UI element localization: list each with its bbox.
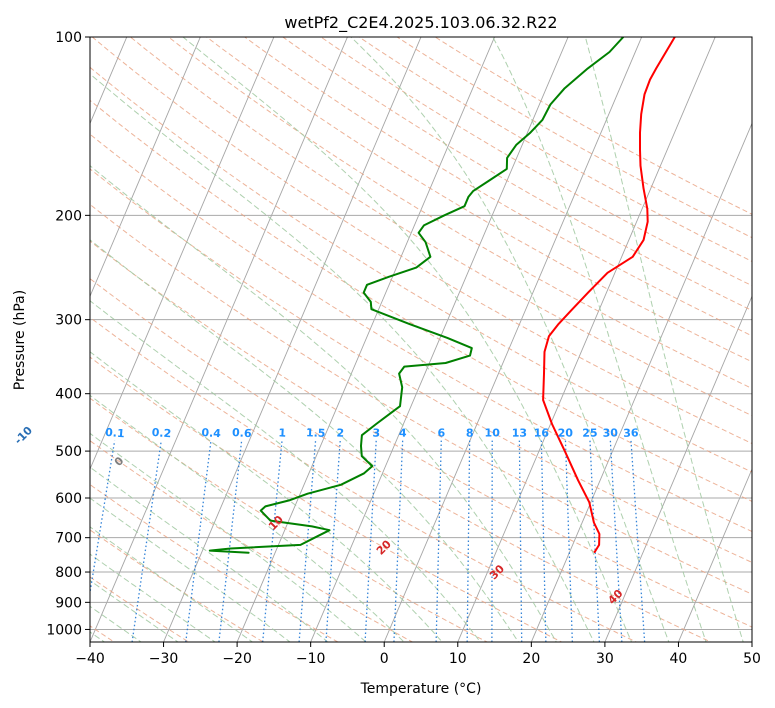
y-tick-label: 400 [55, 387, 82, 403]
isotherm-line [604, 295, 752, 642]
moist-adiabat-line [90, 579, 179, 642]
isotherm-line [90, 37, 275, 471]
dry-adiabat-line [90, 529, 265, 642]
dry-adiabat-line [90, 316, 638, 642]
moist-adiabat-line [90, 466, 329, 642]
dry-adiabat-line [90, 440, 414, 642]
moist-adiabat-line [90, 239, 520, 642]
dry-adiabat-line [90, 203, 752, 595]
isotherm-line [236, 37, 496, 642]
moist-adiabat-lines [90, 37, 744, 642]
mixing-ratio-label: 13 [512, 427, 527, 440]
moist-adiabat-line [90, 432, 367, 642]
mixing-ratio-label: 4 [399, 427, 407, 440]
mixing-ratio-line [90, 440, 116, 597]
temperature-profile-line [542, 37, 676, 553]
x-tick-label: 50 [743, 651, 761, 667]
dry-adiabat-line [91, 37, 752, 445]
y-tick-label: 200 [55, 208, 82, 224]
y-tick-label: 300 [55, 313, 82, 329]
mixing-ratio-label: 0.4 [201, 426, 222, 440]
mixing-ratio-label: 20 [558, 426, 574, 439]
y-axis-ticks: 1000 900 800 700 600 500 400 300 200 100 [46, 30, 90, 638]
y-tick-label: 800 [55, 565, 82, 581]
moist-adiabat-line [90, 526, 254, 642]
dry-adiabat-line [90, 66, 752, 473]
dry-adiabat-line [90, 133, 752, 533]
dry-adiabat-line [90, 278, 712, 642]
x-tick-label: 0 [380, 651, 389, 667]
moist-adiabat-line [90, 605, 143, 642]
isotherm-line [310, 37, 569, 642]
mixing-ratio-lines [90, 440, 646, 642]
moist-adiabat-line [584, 37, 744, 642]
dry-adiabat-line [90, 397, 489, 642]
moist-adiabat-line [90, 165, 557, 642]
x-tick-label: 40 [670, 651, 688, 667]
y-tick-label: 700 [55, 531, 82, 547]
isotherm-line [383, 37, 643, 642]
x-tick-label: 20 [522, 651, 540, 667]
x-tick-label: 30 [596, 651, 614, 667]
plot-background [90, 37, 752, 642]
sounding-profiles [208, 37, 676, 554]
isotherm-line [457, 37, 716, 642]
moist-adiabat-line [182, 37, 633, 642]
chart-title: wetPf2_C2E4.2025.103.06.32.R22 [284, 13, 557, 33]
mixing-ratio-label: 25 [582, 426, 598, 439]
mixing-ratio-label: 16 [534, 427, 550, 440]
mixing-ratio-label: 0.1 [105, 426, 125, 441]
x-tick-label: −40 [75, 651, 105, 667]
x-tick-label: −10 [296, 651, 326, 667]
y-tick-label: 1000 [46, 622, 82, 638]
moist-adiabat-line [90, 300, 482, 642]
mixing-ratio-label: 36 [623, 426, 639, 440]
y-tick-label: 900 [55, 595, 82, 611]
mixing-ratio-label: 1 [278, 426, 286, 439]
mixing-ratio-label: 6 [437, 427, 445, 440]
mixing-ratio-label: 2 [336, 426, 344, 439]
y-tick-label: 100 [55, 30, 82, 46]
moist-adiabat-line [350, 37, 670, 642]
mixing-ratio-label: 0.6 [232, 426, 253, 440]
dewpoint-profile-line [208, 37, 625, 554]
mixing-ratio-label: 8 [466, 427, 474, 440]
moist-adiabat-line [90, 553, 216, 642]
x-axis-label: Temperature (°C) [360, 681, 482, 697]
x-axis-ticks: −40 −30 −20 −10 0 10 20 30 40 50 [75, 642, 761, 667]
isobar-grid [90, 37, 752, 630]
y-tick-label: 600 [55, 491, 82, 507]
moist-adiabat-line [492, 37, 707, 642]
mixing-ratio-label: 30 [602, 426, 618, 439]
isotherm-line [677, 467, 752, 642]
x-tick-label: −30 [149, 651, 179, 667]
mixing-ratio-label: 1.5 [306, 426, 326, 440]
y-axis-label: Pressure (hPa) [12, 290, 28, 390]
mixing-ratio-label: 3 [372, 426, 380, 439]
mixing-ratio-label: 0.2 [151, 426, 171, 440]
moist-adiabat-line [90, 73, 595, 642]
dry-adiabat-line [90, 99, 752, 502]
isotherm-line [90, 37, 201, 298]
x-tick-label: 10 [449, 651, 467, 667]
plot-frame [89, 36, 753, 643]
moist-adiabat-line [90, 351, 443, 642]
mixing-ratio-label: 10 [485, 427, 501, 440]
x-tick-label: −20 [222, 651, 252, 667]
dry-adiabat-line [90, 483, 339, 642]
y-tick-label: 500 [55, 444, 82, 460]
plot-area [90, 37, 752, 642]
